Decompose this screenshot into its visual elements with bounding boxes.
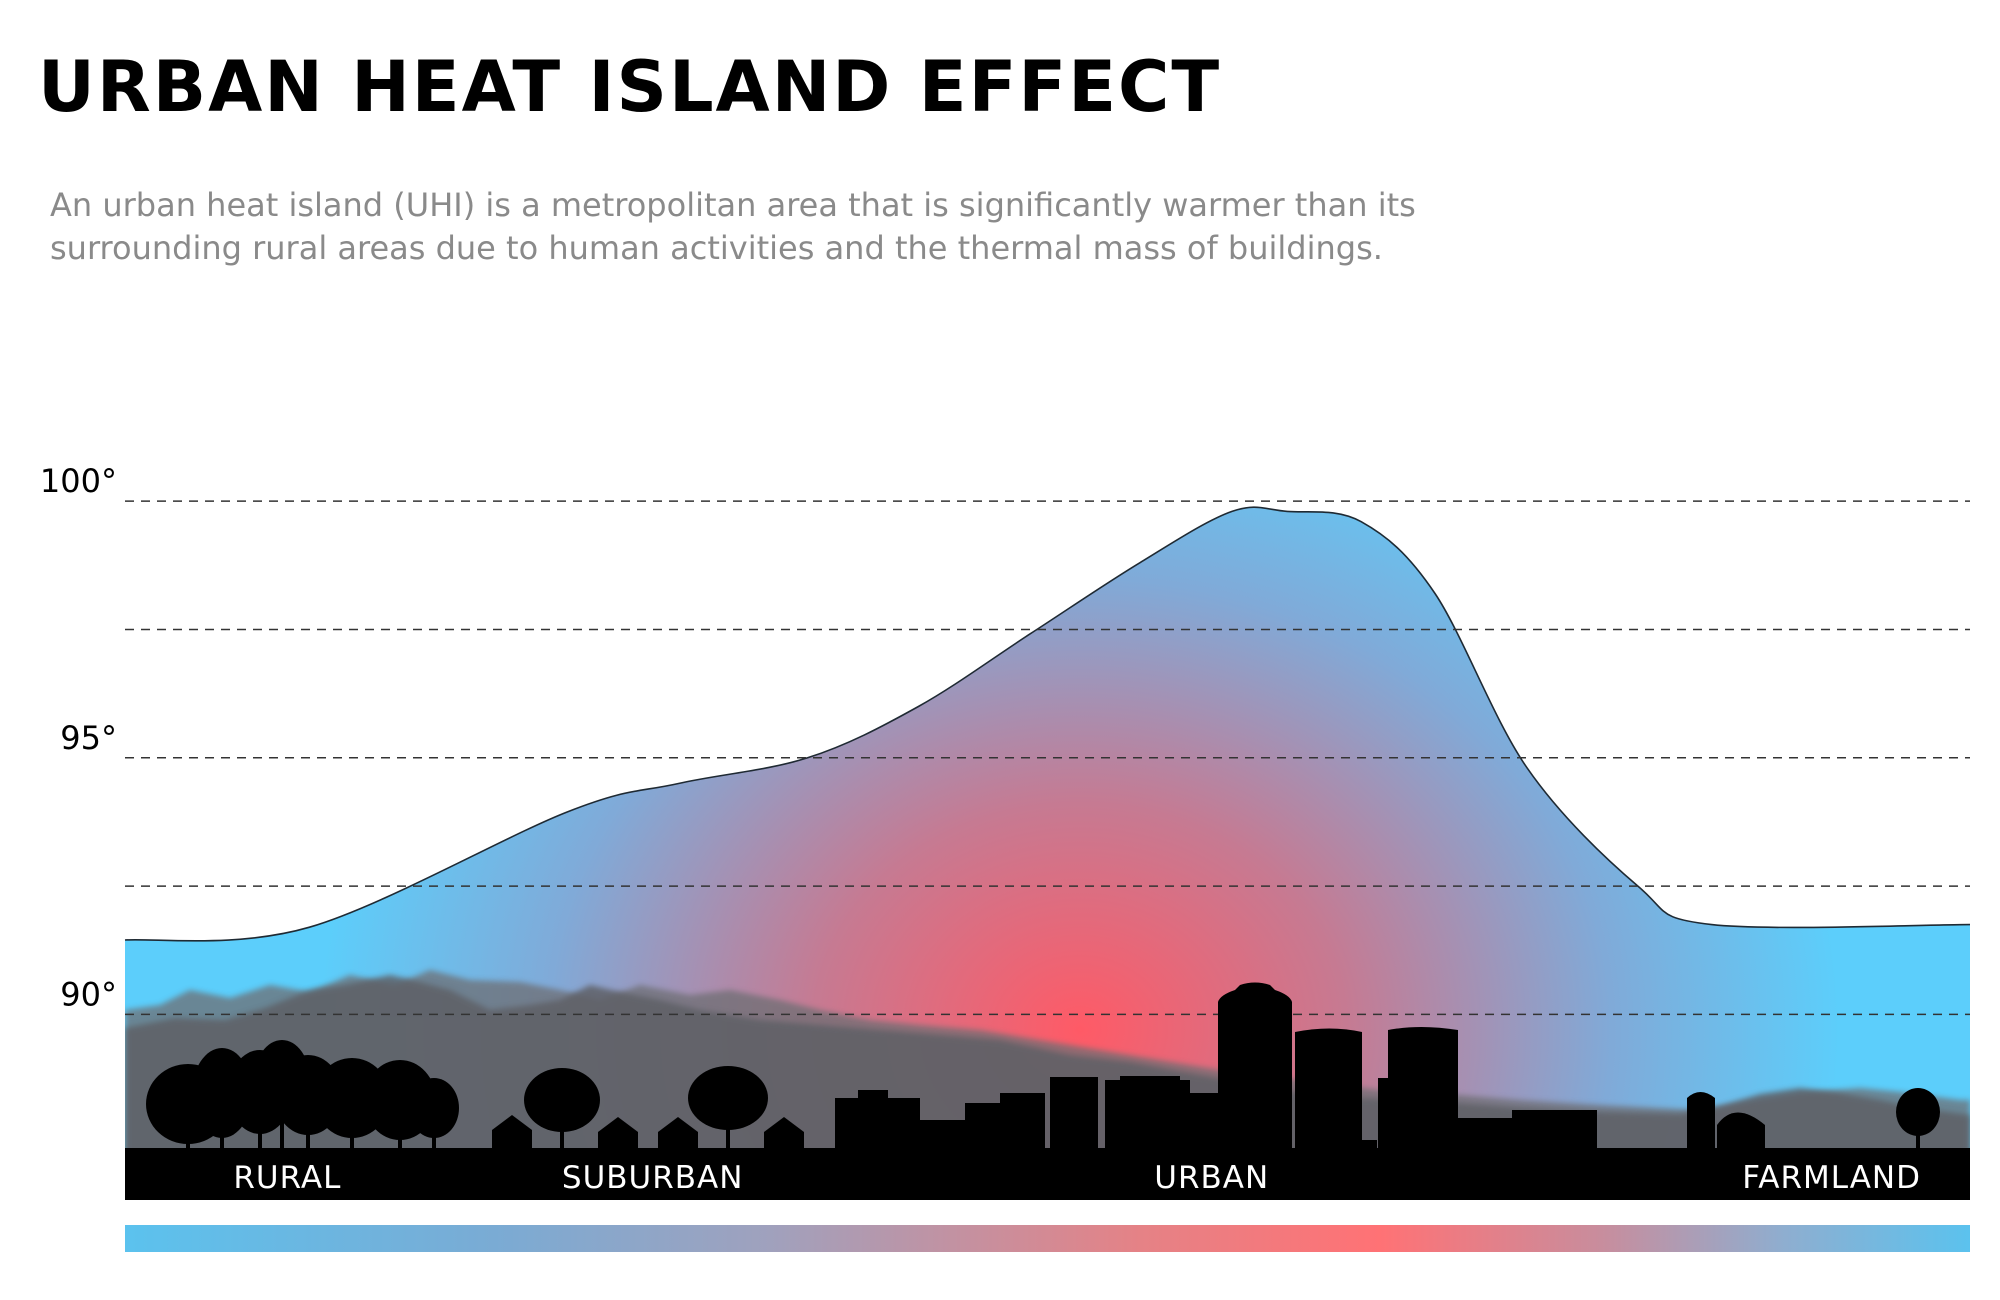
building-10 xyxy=(1185,1093,1220,1153)
zone-label-1: SUBURBAN xyxy=(562,1160,744,1196)
building-3 xyxy=(880,1098,920,1153)
y-tick-label-2: 90° xyxy=(60,975,117,1013)
building-11 xyxy=(1218,983,1292,1154)
y-tick-label-0: 100° xyxy=(40,462,117,500)
building-9 xyxy=(1120,1076,1180,1086)
temperature-color-bar xyxy=(125,1225,1970,1252)
y-tick-label-1: 95° xyxy=(60,719,117,757)
zone-label-3: FARMLAND xyxy=(1742,1160,1921,1196)
silo xyxy=(1687,1092,1715,1153)
zone-label-2: URBAN xyxy=(1154,1160,1269,1196)
zone-label-0: RURAL xyxy=(233,1160,341,1196)
building-5 xyxy=(965,1103,1005,1153)
building-7 xyxy=(1050,1077,1098,1153)
building-16 xyxy=(1455,1118,1513,1153)
building-6 xyxy=(1000,1093,1045,1153)
ground-band xyxy=(125,1148,1970,1200)
building-8 xyxy=(1105,1080,1190,1153)
building-12 xyxy=(1295,1029,1362,1154)
building-15 xyxy=(1388,1027,1458,1153)
building-17 xyxy=(1512,1110,1597,1153)
y-axis: 100° 95° 90° xyxy=(40,462,117,1013)
